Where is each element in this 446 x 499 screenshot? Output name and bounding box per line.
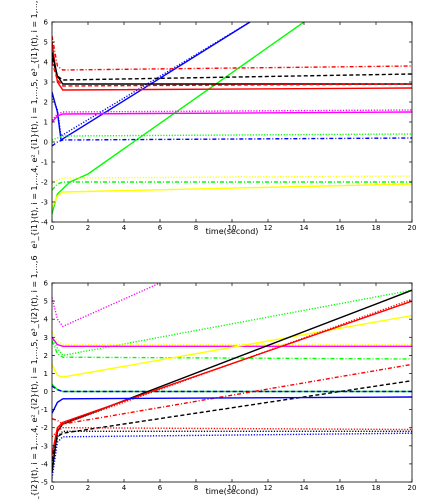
x-tick-label-bottom-3: 6: [158, 484, 163, 492]
series-line-bottom-1: [52, 289, 412, 357]
y-tick-label-top-8: 4: [44, 59, 49, 67]
x-tick-label-bottom-5: 10: [228, 484, 237, 492]
series-line-bottom-16: [52, 430, 412, 465]
series-line-bottom-14: [52, 426, 412, 438]
plot-area-top: [52, 22, 412, 222]
y-tick-label-top-2: -2: [41, 179, 48, 187]
series-line-top-11: [52, 137, 412, 147]
y-tick-label-bottom-3: -2: [41, 424, 48, 432]
series-line-bottom-0: [52, 283, 161, 328]
series-line-top-10: [52, 133, 412, 141]
y-tick-label-top-1: -3: [41, 199, 48, 207]
x-tick-label-top-5: 10: [228, 224, 237, 232]
series-line-bottom-4: [52, 340, 412, 360]
series-line-top-9: [52, 109, 412, 121]
y-tick-label-bottom-1: -4: [41, 460, 49, 468]
x-ticks-bottom: 0 2 4 6 8 10 12 14 16 18 20: [50, 283, 417, 492]
series-line-top-7: [52, 61, 412, 87]
y-tick-label-bottom-4: -1: [41, 406, 48, 414]
y-tick-label-bottom-8: 3: [44, 334, 48, 342]
x-tick-label-bottom-8: 16: [336, 484, 345, 492]
series-line-top-5: [52, 51, 412, 85]
x-tick-label-bottom-6: 12: [264, 484, 273, 492]
y-axis-label-top: e¹_{i1}(t), i = 1,...,4, e²_{i1}(t), i =…: [30, 0, 39, 249]
y-tick-label-top-3: -1: [41, 159, 48, 167]
series-line-bottom-5: [52, 314, 412, 378]
y-tick-label-bottom-10: 5: [44, 298, 48, 306]
series-group-bottom: [52, 283, 412, 479]
x-tick-label-top-6: 12: [264, 224, 273, 232]
y-tick-label-top-5: 1: [44, 119, 48, 127]
x-tick-label-top-4: 8: [194, 224, 198, 232]
x-tick-label-top-1: 2: [86, 224, 90, 232]
x-ticks-top: 0 2 4 6 8 10 12 14 16 18 20: [50, 22, 417, 232]
y-tick-label-bottom-6: 1: [44, 370, 48, 378]
x-tick-label-bottom-10: 20: [408, 484, 417, 492]
y-tick-label-top-7: 3: [44, 79, 48, 87]
y-tick-label-bottom-9: 4: [44, 316, 49, 324]
series-line-bottom-7: [52, 385, 412, 393]
series-line-bottom-10: [52, 298, 412, 457]
x-tick-label-top-8: 16: [336, 224, 345, 232]
x-tick-label-bottom-2: 4: [122, 484, 127, 492]
y-tick-label-bottom-7: 2: [44, 352, 48, 360]
y-ticks-top: -4 -3 -2 -1 0 1 2 3 4 5 6: [41, 19, 412, 227]
x-tick-label-top-9: 18: [372, 224, 381, 232]
series-line-top-6: [52, 57, 412, 81]
y-tick-label-bottom-0: -5: [41, 479, 48, 487]
x-axis-label-bottom: time(second): [206, 487, 259, 496]
y-tick-label-bottom-2: -3: [41, 442, 48, 450]
x-tick-label-top-2: 4: [122, 224, 127, 232]
y-tick-label-top-6: 2: [44, 99, 48, 107]
y-axis-label-bottom: e¹_{i2}(t), i = 1,...,4, e²_{i2}(t), i =…: [30, 255, 39, 499]
series-line-bottom-9: [52, 300, 412, 456]
y-tick-label-top-0: -4: [41, 219, 49, 227]
x-tick-label-bottom-1: 2: [86, 484, 90, 492]
series-line-top-8: [52, 111, 412, 123]
x-tick-label-bottom-9: 18: [372, 484, 381, 492]
x-tick-label-top-10: 20: [408, 224, 417, 232]
y-tick-label-top-9: 5: [44, 39, 48, 47]
x-tick-label-bottom-7: 14: [300, 484, 309, 492]
x-tick-label-top-0: 0: [50, 224, 54, 232]
series-line-top-12: [52, 181, 412, 191]
series-line-bottom-15: [52, 432, 412, 479]
x-tick-label-bottom-4: 8: [194, 484, 198, 492]
y-tick-label-top-4: 0: [44, 139, 48, 147]
x-axis-label-top: time(second): [206, 227, 259, 236]
series-line-top-4: [52, 35, 412, 71]
y-tick-label-top-10: 6: [44, 19, 49, 27]
x-tick-label-top-7: 14: [300, 224, 309, 232]
plot-area-bottom: [52, 283, 412, 482]
x-tick-label-top-3: 6: [158, 224, 163, 232]
x-tick-label-bottom-0: 0: [50, 484, 54, 492]
y-tick-label-bottom-5: 0: [44, 388, 48, 396]
y-ticks-bottom: -5 -4 -3 -2 -1 0 1 2 3 4 5 6: [41, 280, 412, 487]
series-line-bottom-11: [52, 363, 412, 425]
series-line-bottom-13: [52, 396, 412, 414]
y-tick-label-bottom-11: 6: [44, 280, 49, 288]
